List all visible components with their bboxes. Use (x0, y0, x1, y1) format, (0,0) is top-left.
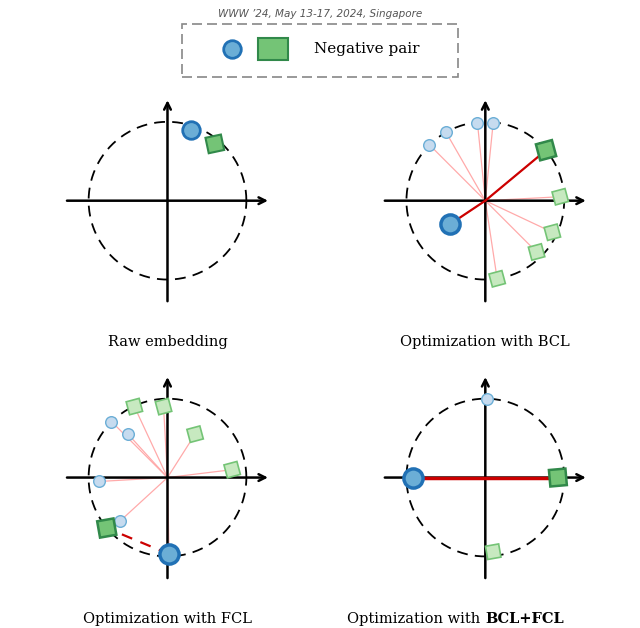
Point (482, 394, 492, 404)
Text: Optimization with FCL: Optimization with FCL (83, 612, 252, 626)
Bar (544, 224, 561, 241)
Bar (529, 244, 545, 260)
Text: BCL+FCL: BCL+FCL (485, 612, 564, 626)
Point (123, 429, 133, 439)
Text: Negative pair: Negative pair (314, 42, 420, 56)
Bar (97, 519, 116, 538)
Point (227, 44, 237, 54)
Bar (258, 38, 287, 60)
Bar (126, 398, 143, 414)
Point (424, 139, 435, 149)
Point (115, 516, 125, 526)
Text: WWW ’24, May 13-17, 2024, Singapore: WWW ’24, May 13-17, 2024, Singapore (218, 9, 422, 19)
FancyBboxPatch shape (182, 24, 458, 77)
Text: Optimization with: Optimization with (348, 612, 485, 626)
Text: Raw embedding: Raw embedding (108, 335, 227, 349)
Point (445, 219, 455, 229)
Point (93, 477, 104, 487)
Bar (552, 188, 568, 205)
Bar (485, 544, 501, 560)
Point (408, 472, 418, 482)
Text: Optimization with BCL: Optimization with BCL (401, 335, 570, 349)
Bar (224, 462, 241, 478)
Point (472, 117, 483, 127)
Point (186, 125, 196, 135)
Bar (549, 468, 567, 487)
Point (106, 416, 116, 426)
Bar (156, 398, 172, 414)
Bar (187, 426, 204, 442)
Point (488, 117, 499, 127)
Bar (489, 271, 506, 287)
Bar (536, 140, 556, 160)
Point (164, 549, 174, 559)
Bar (205, 134, 224, 153)
Point (441, 127, 451, 137)
